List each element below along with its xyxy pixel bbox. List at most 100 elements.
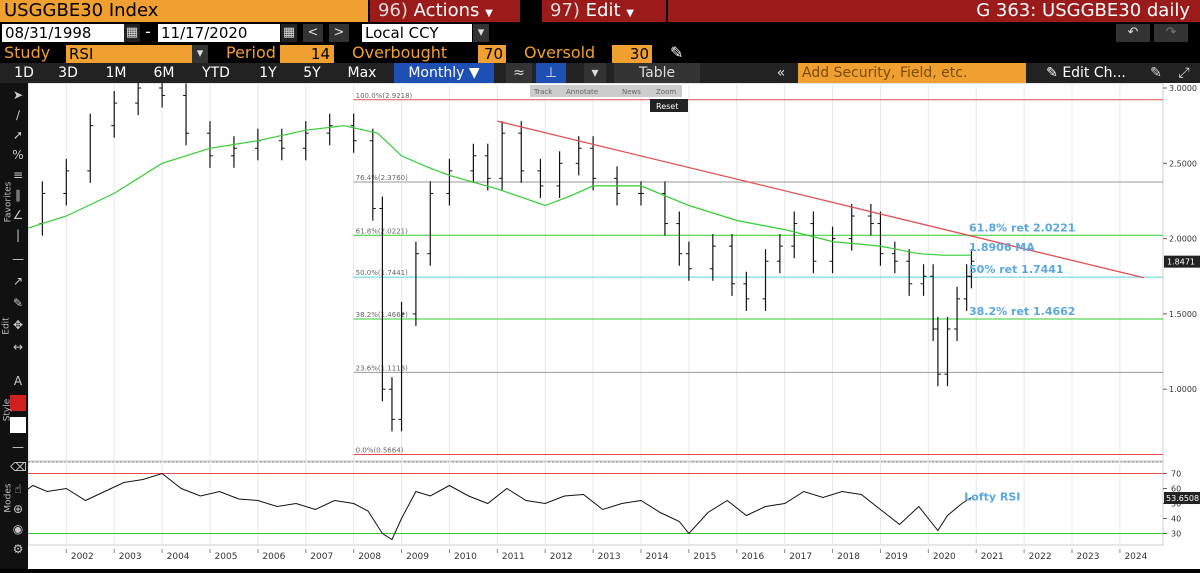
y-tick-label: 2.5000	[1169, 159, 1197, 168]
end-date-input[interactable]: 11/17/2020	[158, 24, 280, 42]
color-swatch-white[interactable]	[10, 417, 26, 433]
next-arrow-icon[interactable]: >	[329, 24, 349, 42]
text-tool-icon[interactable]: A	[13, 374, 23, 388]
chevron-down-icon[interactable]: ▾	[473, 24, 489, 42]
overlay-annotate-button[interactable]: Annotate	[566, 88, 598, 96]
period-input[interactable]: 14	[280, 45, 334, 63]
last-price-tag	[1164, 255, 1200, 268]
search-input[interactable]: Add Security, Field, etc.	[798, 63, 1026, 83]
chevron-down-icon[interactable]: ▾	[584, 63, 606, 83]
actions-menu[interactable]: 96) Actions ▼	[370, 0, 520, 22]
year-label: 2003	[119, 552, 142, 562]
year-label: 2009	[406, 552, 429, 562]
horizontal-line-icon[interactable]: —	[12, 252, 24, 266]
line-chart-icon[interactable]: ≈	[506, 63, 532, 83]
price-chart-svg[interactable]: 2002 2003 2004 2005 2006 2007 2008 2009 2010 2011…	[15, 75, 1200, 569]
chevron-down-icon: ▼	[468, 65, 480, 81]
chart-area[interactable]: 2002 2003 2004 2005 2006 2007 2008 2009 2010 2011…	[15, 75, 1200, 569]
year-label: 2021	[981, 552, 1004, 562]
trend-tool-icon[interactable]: ➚	[12, 128, 24, 142]
modes-label: Modes	[3, 483, 14, 513]
overbought-label: Overbought	[352, 43, 448, 62]
line-tool-icon[interactable]: ∕	[15, 108, 21, 122]
year-label: 2015	[693, 552, 716, 562]
y-tick-label: 3.0000	[1169, 84, 1197, 93]
top-bar: USGGBE30 Index 96) Actions ▼ 97) Edit ▼ …	[0, 0, 1200, 22]
trendline	[497, 120, 1144, 279]
edit-chart-button[interactable]: ✎ Edit Ch...	[1034, 63, 1138, 83]
rsi-last-tag	[1164, 492, 1200, 505]
left-toolbar: ➤ ∕ ➚ % ≡ ∥ ∠ | — ↗ ✎ ✥ ↔ A — ⌫ ☝ ⊕ ◉ ⚙ …	[0, 83, 28, 569]
calendar-icon[interactable]: ▦	[281, 24, 297, 42]
start-date-input[interactable]: 08/31/1998	[2, 24, 124, 42]
year-label: 2002	[71, 552, 94, 562]
crosshair-icon[interactable]: ⊕	[12, 502, 24, 516]
drag-icon[interactable]: ☝	[14, 482, 22, 496]
y-tick-label: 2.0000	[1169, 235, 1197, 244]
period-ytd[interactable]: YTD	[202, 65, 230, 81]
moving-average-line	[18, 125, 972, 256]
fullscreen-icon[interactable]: ⤢	[1172, 63, 1196, 83]
period-1y[interactable]: 1Y	[259, 65, 277, 81]
year-label: 2011	[502, 552, 525, 562]
double-chevron-left-icon[interactable]: «	[766, 63, 796, 83]
security-title[interactable]: USGGBE30 Index	[0, 0, 368, 22]
ray-tool-icon[interactable]: ↗	[12, 274, 24, 288]
rsi-y-tick-label: 30	[1171, 530, 1181, 539]
year-label: 2016	[741, 552, 764, 562]
bar-chart-icon[interactable]: ⊥	[536, 63, 566, 83]
percent-tool-icon[interactable]: %	[12, 148, 24, 162]
color-swatch-red[interactable]	[10, 395, 26, 411]
rsi-y-tick-label: 40	[1171, 515, 1181, 524]
redo-icon[interactable]: ↷	[1154, 24, 1188, 42]
overlay-news-button[interactable]: News	[622, 88, 641, 96]
edit-menu[interactable]: 97) Edit ▼	[542, 0, 666, 22]
fib-tool-icon[interactable]: ≡	[12, 168, 24, 182]
year-label: 2024	[1124, 552, 1147, 562]
vertical-line-icon[interactable]: |	[15, 228, 21, 242]
oversold-input[interactable]: 30	[612, 45, 652, 63]
prev-arrow-icon[interactable]: <	[303, 24, 323, 42]
table-button[interactable]: Table	[614, 63, 700, 83]
period-1d[interactable]: 1D	[14, 65, 34, 81]
period-5y[interactable]: 5Y	[303, 65, 321, 81]
period-1m[interactable]: 1M	[105, 65, 127, 81]
study-select[interactable]: RSI	[66, 45, 192, 63]
oversold-label: Oversold	[524, 43, 596, 62]
period-3d[interactable]: 3D	[58, 65, 78, 81]
overbought-input[interactable]: 70	[478, 45, 506, 63]
currency-select[interactable]: Local CCY	[362, 24, 472, 42]
snap-icon[interactable]: ◉	[12, 522, 24, 536]
calendar-icon[interactable]: ▦	[124, 24, 140, 42]
y-tick-label: 1.5000	[1169, 310, 1197, 319]
actions-menu-label: Actions	[413, 0, 480, 21]
overlay-zoom-button[interactable]: Zoom	[656, 88, 676, 96]
move-icon[interactable]: ✥	[12, 318, 24, 332]
period-6m[interactable]: 6M	[153, 65, 175, 81]
year-label: 2014	[646, 552, 669, 562]
measure-icon[interactable]: ↔	[12, 340, 24, 354]
settings-icon[interactable]: ⚙	[12, 542, 24, 556]
year-label: 2008	[358, 552, 381, 562]
eraser-icon[interactable]: ⌫	[10, 460, 27, 474]
angle-tool-icon[interactable]: ∠	[12, 208, 24, 222]
cursor-icon[interactable]: ➤	[12, 88, 24, 102]
year-label: 2017	[789, 552, 812, 562]
pencil-icon[interactable]: ✎	[670, 43, 684, 62]
undo-icon[interactable]: ↶	[1116, 24, 1150, 42]
frequency-select[interactable]: Monthly ▼	[394, 63, 494, 83]
chevron-down-icon[interactable]: ▾	[192, 45, 208, 63]
rsi-last-label: 53.6508	[1166, 494, 1199, 503]
chart-title: G 363: USGGBE30 daily	[668, 0, 1200, 22]
period-max[interactable]: Max	[347, 65, 377, 81]
reset-button[interactable]: Reset	[656, 102, 678, 111]
y-tick-label: 1.0000	[1169, 385, 1197, 394]
line-width-icon[interactable]: —	[12, 440, 24, 454]
brush-icon[interactable]: ✎	[12, 296, 24, 310]
overlay-track-button[interactable]: Track	[533, 88, 553, 96]
edit-box-icon[interactable]: ✎	[1144, 63, 1168, 83]
year-label: 2004	[167, 552, 190, 562]
last-price-label: 1.8471	[1167, 258, 1195, 267]
fib-level-label: 100.0%(2.9218)	[356, 92, 413, 100]
channel-tool-icon[interactable]: ∥	[15, 188, 21, 202]
